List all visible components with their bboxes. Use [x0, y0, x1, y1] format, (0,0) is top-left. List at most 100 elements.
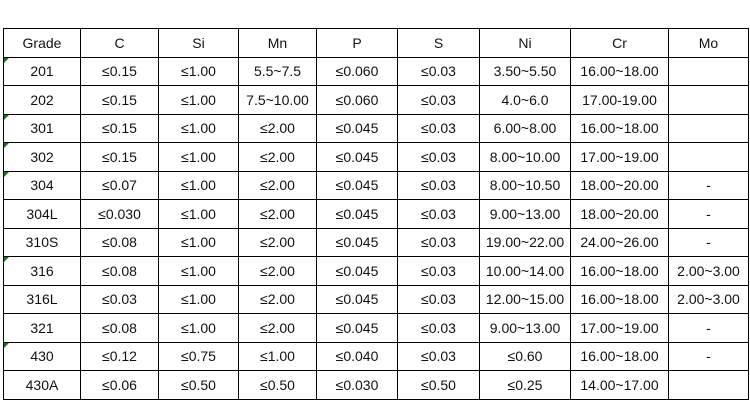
- value-cell: 14.00~17.00: [570, 370, 669, 400]
- value-cell: 8.00~10.50: [479, 170, 571, 200]
- value-cell: ≤0.045: [316, 199, 398, 229]
- grade-cell: 316L: [3, 284, 81, 314]
- value-cell: ≤0.045: [316, 313, 398, 343]
- value-cell: ≤0.03: [397, 227, 480, 257]
- data-row: 302 ≤0.15 ≤1.00 ≤2.00 ≤0.045 ≤0.03 8.00~10.00 1…: [3, 142, 749, 172]
- value-cell: ≤0.030: [80, 199, 159, 229]
- value-cell: [668, 85, 749, 115]
- value-cell: -: [668, 227, 749, 257]
- grade-cell: 430A: [3, 370, 81, 400]
- value-cell: 3.50~5.50: [479, 56, 571, 86]
- value-cell: ≤0.15: [80, 56, 159, 86]
- value-cell: 2.00~3.00: [668, 284, 749, 314]
- header-cell: P: [316, 28, 398, 58]
- value-cell: ≤0.15: [80, 113, 159, 143]
- value-cell: ≤0.50: [158, 370, 239, 400]
- value-cell: ≤0.03: [397, 56, 480, 86]
- value-cell: 8.00~10.00: [479, 142, 571, 172]
- value-cell: 9.00~13.00: [479, 199, 571, 229]
- value-cell: ≤0.15: [80, 142, 159, 172]
- value-cell: ≤0.045: [316, 170, 398, 200]
- header-cell: S: [397, 28, 480, 58]
- grade-cell: 316: [3, 256, 81, 286]
- data-row: 202 ≤0.15 ≤1.00 7.5~10.00 ≤0.060 ≤0.03 4.0~6.0…: [3, 85, 749, 115]
- value-cell: ≤0.045: [316, 256, 398, 286]
- value-cell: ≤0.045: [316, 227, 398, 257]
- data-row: 304L ≤0.030 ≤1.00 ≤2.00 ≤0.045 ≤0.03 9.00~13.0…: [3, 199, 749, 229]
- grade-cell: 301: [3, 113, 81, 143]
- value-cell: 16.00~18.00: [570, 256, 669, 286]
- value-cell: ≤1.00: [158, 199, 239, 229]
- value-cell: 10.00~14.00: [479, 256, 571, 286]
- data-row: 304 ≤0.07 ≤1.00 ≤2.00 ≤0.045 ≤0.03 8.00~10.50 1…: [3, 170, 749, 200]
- value-cell: ≤0.60: [479, 341, 571, 371]
- value-cell: ≤0.25: [479, 370, 571, 400]
- value-cell: -: [668, 199, 749, 229]
- value-cell: ≤2.00: [238, 170, 317, 200]
- value-cell: ≤2.00: [238, 113, 317, 143]
- value-cell: -: [668, 313, 749, 343]
- value-cell: ≤0.03: [397, 256, 480, 286]
- value-cell: 4.0~6.0: [479, 85, 571, 115]
- value-cell: 5.5~7.5: [238, 56, 317, 86]
- value-cell: 16.00~18.00: [570, 56, 669, 86]
- value-cell: ≤0.03: [397, 284, 480, 314]
- value-cell: ≤0.07: [80, 170, 159, 200]
- value-cell: 2.00~3.00: [668, 256, 749, 286]
- value-cell: ≤0.040: [316, 341, 398, 371]
- grade-cell: 304: [3, 170, 81, 200]
- value-cell: ≤1.00: [158, 227, 239, 257]
- grade-cell: 201: [3, 56, 81, 86]
- value-cell: ≤0.03: [397, 113, 480, 143]
- value-cell: ≤0.03: [397, 85, 480, 115]
- value-cell: [668, 56, 749, 86]
- composition-table: Grade C Si Mn P S Ni Cr Mo 201 ≤0.15 ≤1.00 5.5~7.5 ≤0…: [3, 28, 749, 400]
- data-row: 310S ≤0.08 ≤1.00 ≤2.00 ≤0.045 ≤0.03 19.00~22.0…: [3, 227, 749, 257]
- value-cell: 16.00~18.00: [570, 284, 669, 314]
- grade-cell: 304L: [3, 199, 81, 229]
- value-cell: -: [668, 341, 749, 371]
- data-row: 316L ≤0.03 ≤1.00 ≤2.00 ≤0.045 ≤0.03 12.00~15.0…: [3, 284, 749, 314]
- value-cell: 19.00~22.00: [479, 227, 571, 257]
- value-cell: 17.00~19.00: [570, 313, 669, 343]
- value-cell: ≤1.00: [158, 256, 239, 286]
- value-cell: ≤2.00: [238, 227, 317, 257]
- value-cell: ≤0.045: [316, 113, 398, 143]
- value-cell: 12.00~15.00: [479, 284, 571, 314]
- header-cell: Mo: [668, 28, 749, 58]
- value-cell: ≤0.75: [158, 341, 239, 371]
- value-cell: ≤1.00: [158, 85, 239, 115]
- header-cell: Cr: [570, 28, 669, 58]
- value-cell: 18.00~20.00: [570, 170, 669, 200]
- value-cell: ≤0.030: [316, 370, 398, 400]
- value-cell: ≤1.00: [158, 284, 239, 314]
- value-cell: ≤0.03: [397, 199, 480, 229]
- value-cell: ≤2.00: [238, 313, 317, 343]
- grade-cell: 302: [3, 142, 81, 172]
- value-cell: 24.00~26.00: [570, 227, 669, 257]
- value-cell: 6.00~8.00: [479, 113, 571, 143]
- value-cell: 7.5~10.00: [238, 85, 317, 115]
- value-cell: ≤0.03: [80, 284, 159, 314]
- value-cell: ≤2.00: [238, 142, 317, 172]
- value-cell: ≤0.03: [397, 142, 480, 172]
- data-row: 430A ≤0.06 ≤0.50 ≤0.50 ≤0.030 ≤0.50 ≤0.25 14.00…: [3, 370, 749, 400]
- value-cell: [668, 142, 749, 172]
- value-cell: ≤0.06: [80, 370, 159, 400]
- value-cell: ≤0.15: [80, 85, 159, 115]
- value-cell: ≤0.12: [80, 341, 159, 371]
- header-cell: Grade: [3, 28, 81, 58]
- header-cell: Si: [158, 28, 239, 58]
- value-cell: 18.00~20.00: [570, 199, 669, 229]
- data-row: 316 ≤0.08 ≤1.00 ≤2.00 ≤0.045 ≤0.03 10.00~14.00…: [3, 256, 749, 286]
- grade-cell: 430: [3, 341, 81, 371]
- grade-cell: 321: [3, 313, 81, 343]
- data-row: 430 ≤0.12 ≤0.75 ≤1.00 ≤0.040 ≤0.03 ≤0.60 16.00~…: [3, 341, 749, 371]
- header-cell: Mn: [238, 28, 317, 58]
- value-cell: ≤0.50: [397, 370, 480, 400]
- value-cell: ≤0.03: [397, 313, 480, 343]
- value-cell: ≤1.00: [158, 313, 239, 343]
- header-cell: Ni: [479, 28, 571, 58]
- value-cell: ≤0.08: [80, 256, 159, 286]
